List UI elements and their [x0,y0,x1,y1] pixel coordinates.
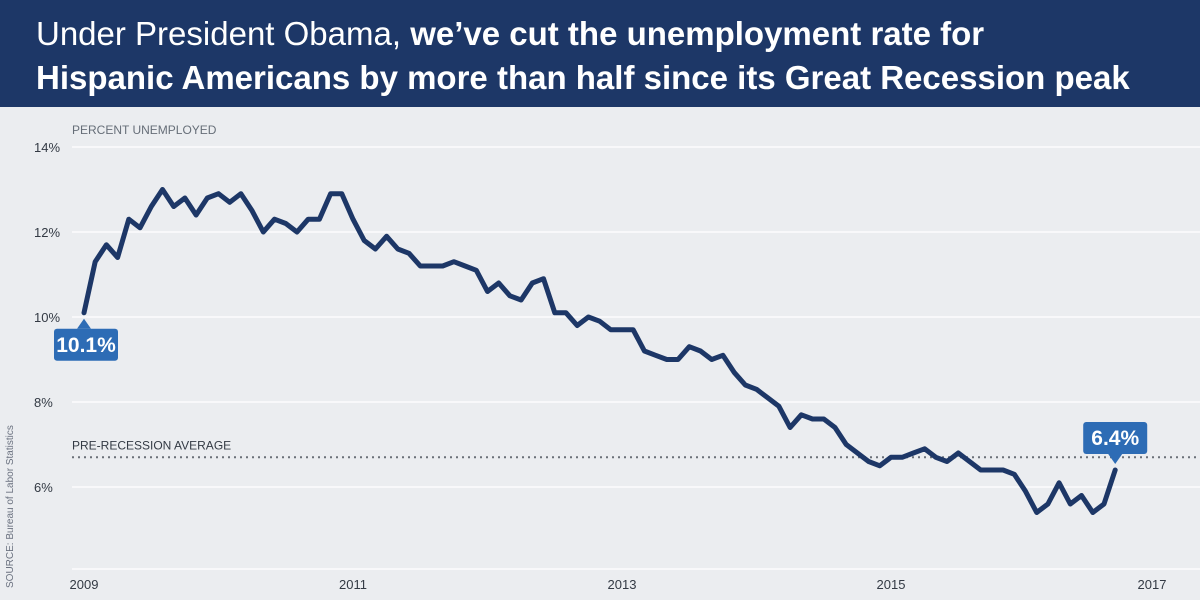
callout-pointer [1108,454,1123,464]
callout-label: 6.4% [1091,427,1139,450]
reference-line-group: PRE-RECESSION AVERAGE [72,438,1200,459]
x-tick-label: 2017 [1138,577,1167,592]
annotations-group: 10.1% 6.4% [54,318,1148,464]
y-tick-label: 6% [34,480,53,495]
callout-pointer [77,318,91,329]
title-line-2: Hispanic Americans by more than half sin… [36,59,1130,96]
y-axis-ticks: 6% 8% 10% 12% 14% [34,140,60,495]
x-tick-label: 2015 [877,577,906,592]
source-note: SOURCE: Bureau of Labor Statistics [5,425,16,588]
x-axis-ticks: 2009 2011 2013 2015 2017 [70,577,1167,592]
callout-box [54,328,118,361]
y-axis-label: PERCENT UNEMPLOYED [72,123,217,137]
title-line-1: Under President Obama, we’ve cut the une… [36,12,1164,56]
x-tick-label: 2013 [608,577,637,592]
y-tick-label: 12% [34,225,60,240]
series-line-0 [81,187,1118,515]
reference-line-label: PRE-RECESSION AVERAGE [72,438,231,452]
y-tick-label: 8% [34,395,53,410]
x-tick-label: 2009 [70,577,99,592]
callout-10-1: 10.1% [54,318,118,361]
x-tick-label: 2011 [339,577,367,592]
y-tick-label: 14% [34,140,60,155]
callout-box [1083,422,1148,454]
title-light-text: Under President Obama, [36,15,411,52]
unemployment-line-chart: 6% 8% 10% 12% 14% 2009 2011 2013 2015 2017 PERCE… [34,123,1200,592]
chart-area: 6% 8% 10% 12% 14% 2009 2011 2013 2015 2017 PERCE… [0,107,1200,600]
series-group [81,187,1118,515]
title-bold-text: we’ve cut the unemployment rate for [410,15,985,52]
header-banner: Under President Obama, we’ve cut the une… [0,0,1200,107]
y-tick-label: 10% [34,310,60,325]
callout-label: 10.1% [56,334,116,357]
grid-lines [72,146,1200,570]
callout-6-4: 6.4% [1083,422,1148,464]
